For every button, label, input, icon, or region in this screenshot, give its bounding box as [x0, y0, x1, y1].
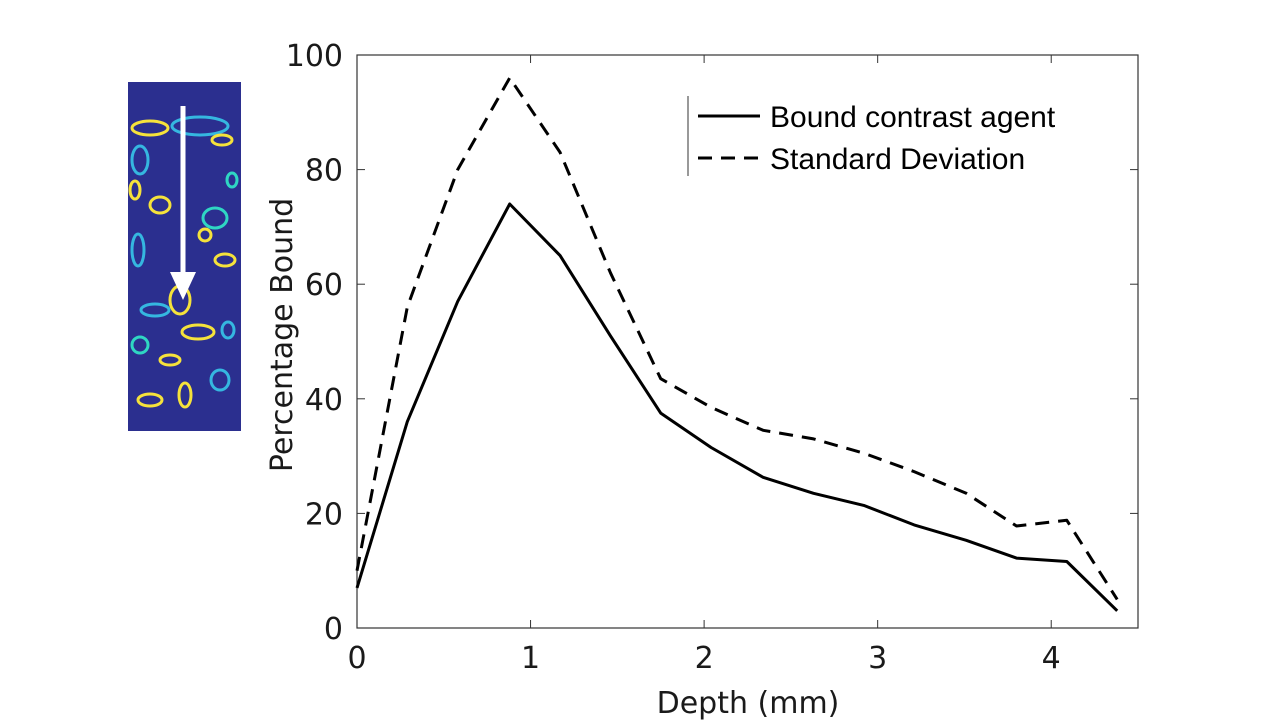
inset-hotspot — [220, 320, 236, 340]
inset-hotspot — [139, 302, 171, 318]
x-axis-label: Depth (mm) — [657, 686, 840, 720]
depth-arrow-head-icon — [170, 272, 196, 300]
inset-hotspot — [158, 353, 182, 367]
inset-hotspot — [136, 392, 164, 408]
y-tick-label: 20 — [305, 497, 343, 532]
y-axis-label: Percentage Bound — [265, 198, 300, 472]
inset-hotspot — [197, 227, 213, 243]
inset-hotspot — [209, 368, 231, 392]
x-tick-label: 3 — [868, 641, 887, 676]
series-line-standard-deviation — [355, 76, 1119, 601]
x-tick-label: 4 — [1042, 641, 1061, 676]
y-tick-label: 100 — [286, 39, 343, 74]
inset-hotspot — [148, 195, 172, 215]
inset-hotspot — [213, 252, 237, 268]
y-tick-label: 0 — [324, 612, 343, 647]
inset-hotspot — [177, 381, 193, 409]
inset-hotspot — [180, 323, 216, 341]
inset-hotspot — [128, 179, 142, 201]
inset-hotspot — [201, 206, 229, 230]
inset-hotspot — [130, 232, 146, 268]
x-tick-label: 2 — [695, 641, 714, 676]
y-tick-label: 80 — [305, 154, 343, 189]
series-lines — [355, 76, 1119, 612]
legend-label-standard-deviation: Standard Deviation — [770, 143, 1025, 176]
series-line-bound-contrast-agent — [355, 202, 1119, 612]
inset-hotspot — [170, 115, 230, 137]
y-tick-label: 40 — [305, 383, 343, 418]
inset-hotspot — [130, 144, 150, 176]
inset-hotspot — [130, 119, 170, 137]
legend: Bound contrast agent Standard Deviation — [687, 96, 1056, 176]
inset-hotspot — [130, 335, 150, 355]
x-tick-label: 1 — [521, 641, 540, 676]
legend-label-bound-contrast-agent: Bound contrast agent — [770, 101, 1056, 134]
bound-contrast-map-image — [128, 82, 241, 431]
plot-area-frame — [356, 54, 1139, 629]
axis-ticks — [356, 54, 1138, 629]
x-tick-label: 0 — [347, 641, 366, 676]
inset-hotspot — [225, 171, 239, 189]
inset-hotspot — [210, 133, 234, 147]
y-tick-label: 60 — [305, 268, 343, 303]
